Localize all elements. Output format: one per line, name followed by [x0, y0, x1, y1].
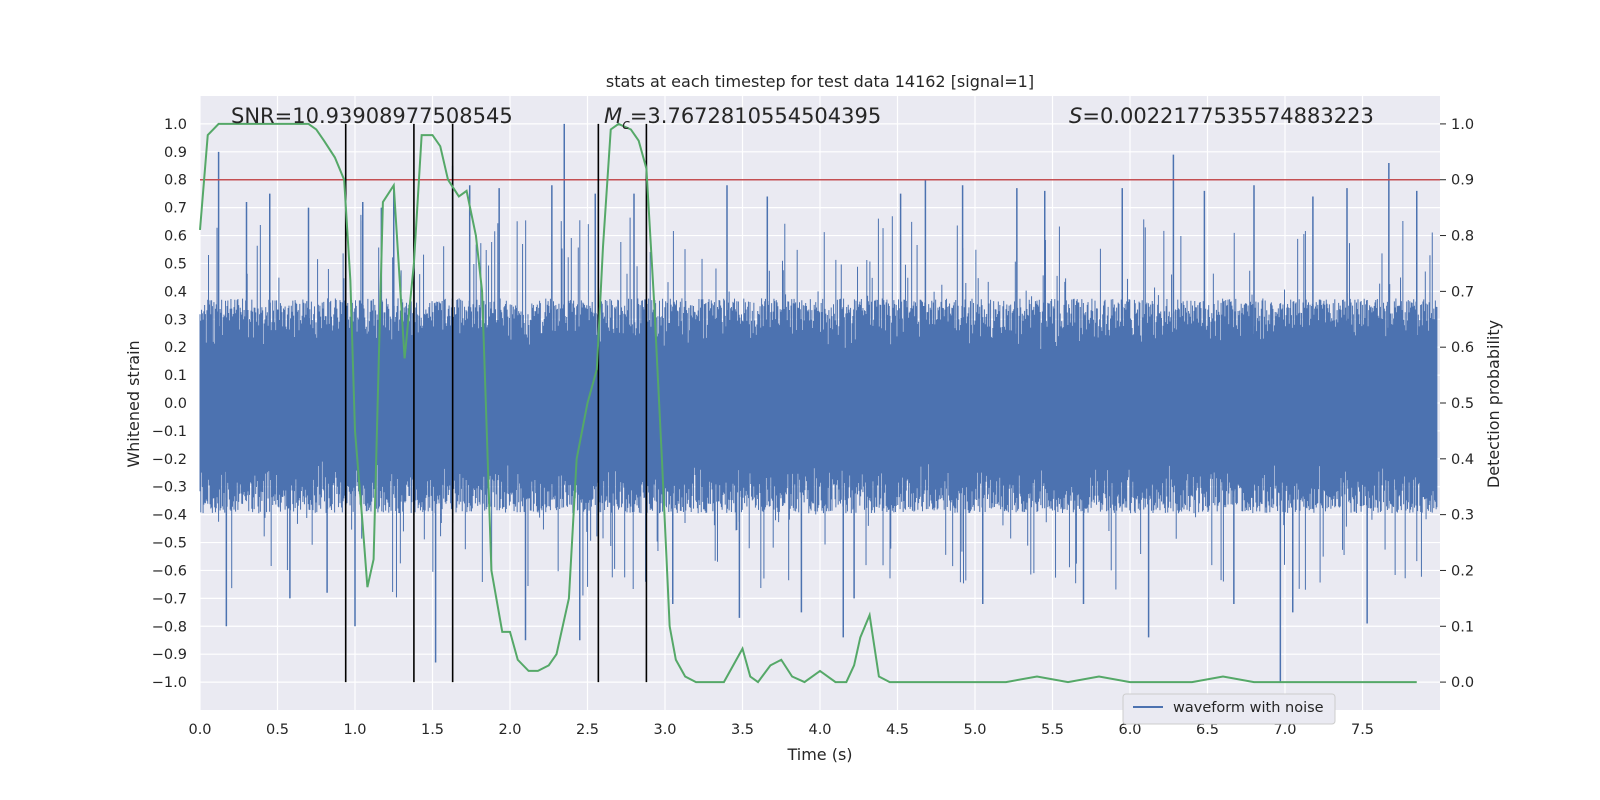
y-right-tick-labels: 1.0 0.9 0.8 0.7 0.6 0.5 0.4 0.3 0.2 0.1 0.0: [1440, 117, 1474, 691]
y-left-tick-label: −0.7: [152, 591, 187, 607]
y-left-tick-label: 0.5: [164, 256, 187, 272]
x-tick-label: 5.0: [963, 722, 986, 738]
y-left-tick-label: 0.1: [164, 368, 187, 384]
legend: waveform with noise: [1122, 693, 1336, 725]
y-left-tick-label: 0.4: [164, 284, 187, 300]
y-right-tick-label: 0.5: [1451, 396, 1474, 412]
y-right-tick-label: 1.0: [1451, 117, 1474, 133]
snr-annotation: SNR=10.93908977508545: [231, 104, 513, 128]
x-tick-labels: 0.0 0.5 1.0 1.5 2.0 2.5 3.0 3.5 4.0 4.5 5.0 5.5 6.0 6…: [188, 722, 1374, 738]
y-right-tick-label: 0.7: [1451, 284, 1474, 300]
x-tick-label: 6.0: [1118, 722, 1141, 738]
x-tick-label: 1.5: [421, 722, 444, 738]
x-axis-label: Time (s): [786, 745, 852, 764]
x-tick-label: 4.0: [808, 722, 831, 738]
y-left-tick-label: −1.0: [152, 675, 187, 691]
waveform-series: [199, 123, 1438, 683]
y-left-tick-label: −0.9: [152, 647, 187, 663]
x-tick-label: 5.5: [1041, 722, 1064, 738]
s-annotation: S=0.0022177535574883223: [1069, 104, 1374, 128]
x-tick-label: 2.0: [498, 722, 521, 738]
y-left-tick-label: −0.3: [152, 480, 187, 496]
x-tick-label: 3.5: [731, 722, 754, 738]
x-tick-label: 1.0: [343, 722, 366, 738]
y-left-tick-label: 0.0: [164, 396, 187, 412]
legend-label: waveform with noise: [1173, 700, 1324, 716]
y-right-tick-label: 0.4: [1451, 452, 1474, 468]
probability-line: [199, 122, 1417, 684]
x-tick-label: 7.0: [1273, 722, 1296, 738]
x-tick-label: 3.0: [653, 722, 676, 738]
y-left-tick-label: 0.3: [164, 312, 187, 328]
y-right-tick-label: 0.9: [1451, 173, 1474, 189]
y-left-tick-label: 0.9: [164, 145, 187, 161]
y-left-tick-label: −0.5: [152, 536, 187, 552]
y-left-tick-label: −0.6: [152, 563, 187, 579]
waveform-noise: [199, 214, 1438, 598]
y-left-tick-label: 1.0: [164, 117, 187, 133]
y-right-tick-label: 0.6: [1451, 340, 1474, 356]
y-axis-label-right: Detection probability: [1484, 320, 1503, 488]
y-right-tick-label: 0.1: [1451, 619, 1474, 635]
x-tick-label: 2.5: [576, 722, 599, 738]
x-tick-label: 0.5: [266, 722, 289, 738]
y-left-tick-label: −0.1: [152, 424, 187, 440]
y-right-tick-label: 0.8: [1451, 229, 1474, 245]
y-right-tick-label: 0.0: [1451, 675, 1474, 691]
y-left-tick-label: −0.8: [152, 619, 187, 635]
y-right-tick-label: 0.3: [1451, 508, 1474, 524]
chirp-mass-annotation: Mc=3.7672810554504395: [604, 104, 881, 133]
x-tick-label: 6.5: [1196, 722, 1219, 738]
x-tick-label: 0.0: [188, 722, 211, 738]
y-left-tick-label: 0.2: [164, 340, 187, 356]
y-left-tick-labels: 1.0 0.9 0.8 0.7 0.6 0.5 0.4 0.3 0.2 0.1 0.0 −0.1 −0.…: [152, 117, 187, 691]
y-right-tick-label: 0.2: [1451, 563, 1474, 579]
y-left-tick-label: −0.4: [152, 508, 187, 524]
y-left-tick-label: −0.2: [152, 452, 187, 468]
x-tick-label: 7.5: [1351, 722, 1374, 738]
y-left-tick-label: 0.6: [164, 229, 187, 245]
legend-box: [1122, 693, 1336, 725]
y-left-tick-label: 0.7: [164, 201, 187, 217]
chart-title: stats at each timestep for test data 141…: [606, 72, 1034, 91]
probability-series: [199, 122, 1417, 684]
y-axis-label-left: Whitened strain: [124, 340, 143, 467]
y-left-tick-label: 0.8: [164, 173, 187, 189]
x-tick-label: 4.5: [886, 722, 909, 738]
